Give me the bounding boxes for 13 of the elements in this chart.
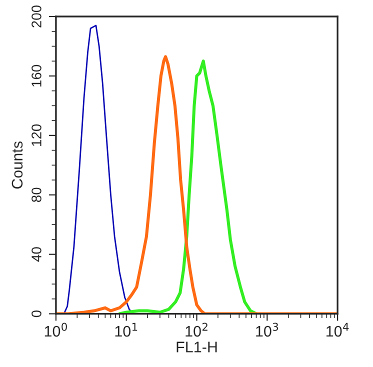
x-axis-title: FL1-H: [176, 342, 217, 352]
x-tick-label: 10$^{2}$: [186, 322, 208, 337]
y-tick-label: 160: [32, 64, 42, 86]
y-axis-title: Counts: [12, 141, 23, 189]
x-tick-label: 10$^{1}$: [115, 322, 138, 337]
y-tick-label: 120: [32, 124, 42, 146]
x-tick-label: 10$^{4}$: [326, 322, 349, 337]
x-tick-label: 10$^{3}$: [256, 322, 278, 337]
y-tick-label: 0: [32, 310, 42, 318]
y-tick-label: 80: [32, 188, 42, 202]
x-tick-label: 10$^{0}$: [44, 322, 67, 337]
y-tick-label: 40: [32, 247, 42, 262]
y-tick-label: 200: [32, 5, 42, 28]
